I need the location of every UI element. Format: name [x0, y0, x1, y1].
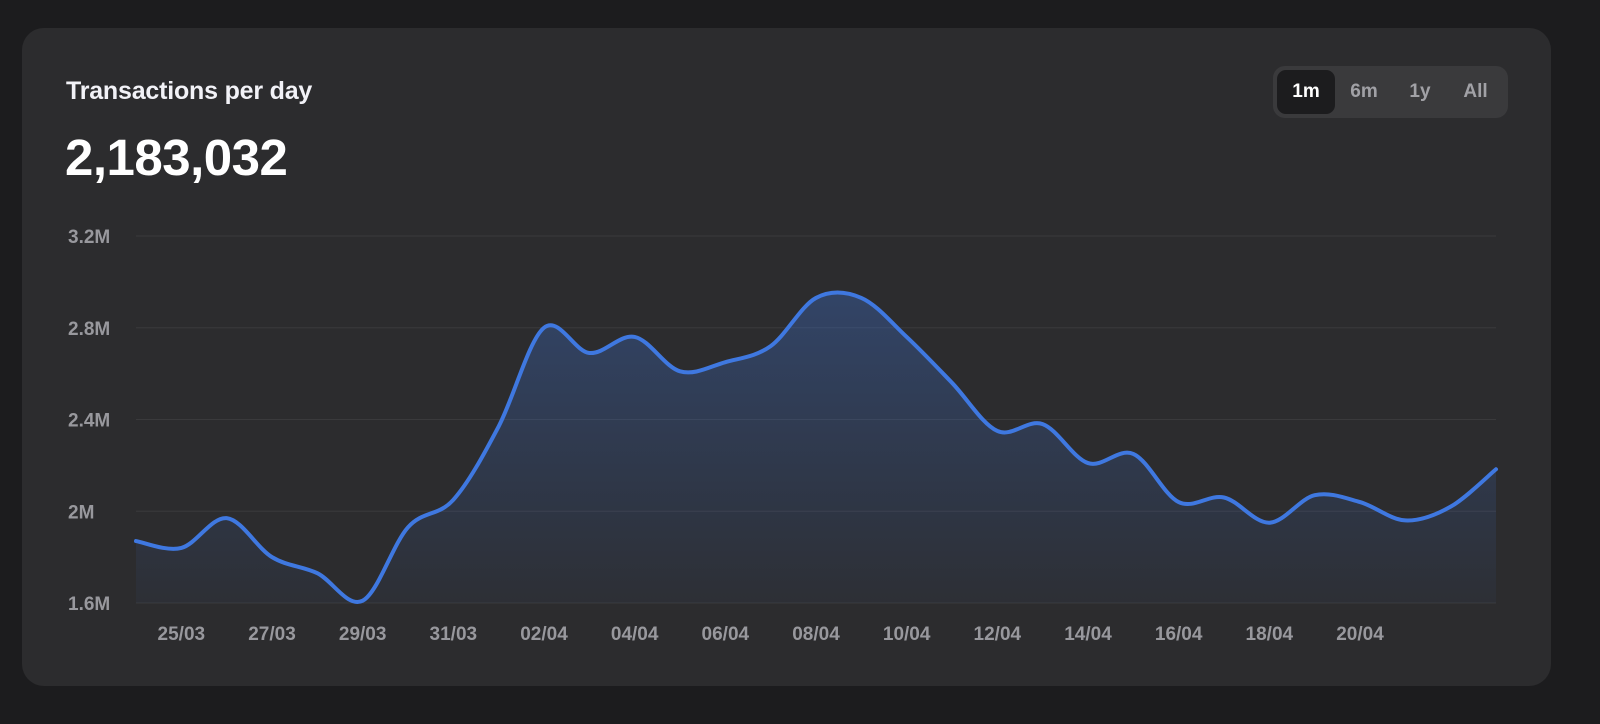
range-selector: 1m 6m 1y All: [1273, 66, 1508, 118]
y-tick-label: 2.8M: [68, 319, 110, 340]
data-point: [1176, 499, 1182, 505]
range-option-6m[interactable]: 6m: [1350, 81, 1378, 102]
x-tick-label: 04/04: [611, 624, 659, 645]
data-point: [314, 570, 320, 576]
data-point: [1085, 460, 1091, 466]
y-tick-label: 2M: [68, 502, 94, 523]
series-area: [136, 292, 1496, 603]
data-point: [269, 554, 275, 560]
data-point: [768, 343, 774, 349]
y-tick-label: 3.2M: [68, 227, 110, 248]
x-tick-label: 14/04: [1064, 624, 1112, 645]
data-point: [632, 334, 638, 340]
data-point: [360, 598, 366, 604]
data-point: [1130, 451, 1136, 457]
data-point: [496, 423, 502, 429]
data-point: [1493, 466, 1499, 472]
x-tick-label: 08/04: [792, 624, 840, 645]
data-point: [405, 524, 411, 530]
data-point: [1312, 492, 1318, 498]
range-option-1m[interactable]: 1m: [1277, 70, 1335, 114]
x-tick-label: 25/03: [158, 624, 206, 645]
x-tick-label: 02/04: [520, 624, 568, 645]
data-point: [722, 359, 728, 365]
x-tick-label: 16/04: [1155, 624, 1203, 645]
x-tick-label: 18/04: [1246, 624, 1294, 645]
data-point: [994, 428, 1000, 434]
y-tick-label: 2.4M: [68, 411, 110, 432]
data-point: [450, 497, 456, 503]
x-tick-label: 27/03: [248, 624, 296, 645]
data-point: [1402, 517, 1408, 523]
data-point: [858, 295, 864, 301]
data-point: [1448, 504, 1454, 510]
current-value: 2,183,032: [65, 129, 288, 186]
data-point: [677, 368, 683, 374]
range-option-1y[interactable]: 1y: [1409, 81, 1431, 102]
data-point: [1221, 494, 1227, 500]
data-point: [949, 380, 955, 386]
x-tick-label: 20/04: [1336, 624, 1384, 645]
data-point: [1040, 421, 1046, 427]
data-point: [904, 334, 910, 340]
data-point: [1357, 499, 1363, 505]
transactions-area-chart: 1.6M 2M 2.4M 2.8M 3.2M 25/03 27/03 29/03 31/03 02…: [68, 227, 1499, 645]
data-point: [586, 350, 592, 356]
data-point: [133, 538, 139, 544]
series-line: [134, 290, 1498, 604]
data-point: [541, 325, 547, 331]
x-tick-label: 06/04: [702, 624, 750, 645]
card-title: Transactions per day: [66, 77, 313, 105]
data-point: [224, 515, 230, 521]
y-tick-label: 1.6M: [68, 594, 110, 615]
transactions-card: Transactions per day 2,183,032 1m 6m 1y …: [22, 28, 1551, 686]
data-point: [813, 295, 819, 301]
data-point: [178, 545, 184, 551]
x-tick-label: 10/04: [883, 624, 931, 645]
range-option-all[interactable]: All: [1463, 81, 1488, 102]
x-tick-label: 31/03: [430, 624, 478, 645]
data-point: [1266, 520, 1272, 526]
x-tick-label: 29/03: [339, 624, 387, 645]
x-tick-label: 12/04: [974, 624, 1022, 645]
